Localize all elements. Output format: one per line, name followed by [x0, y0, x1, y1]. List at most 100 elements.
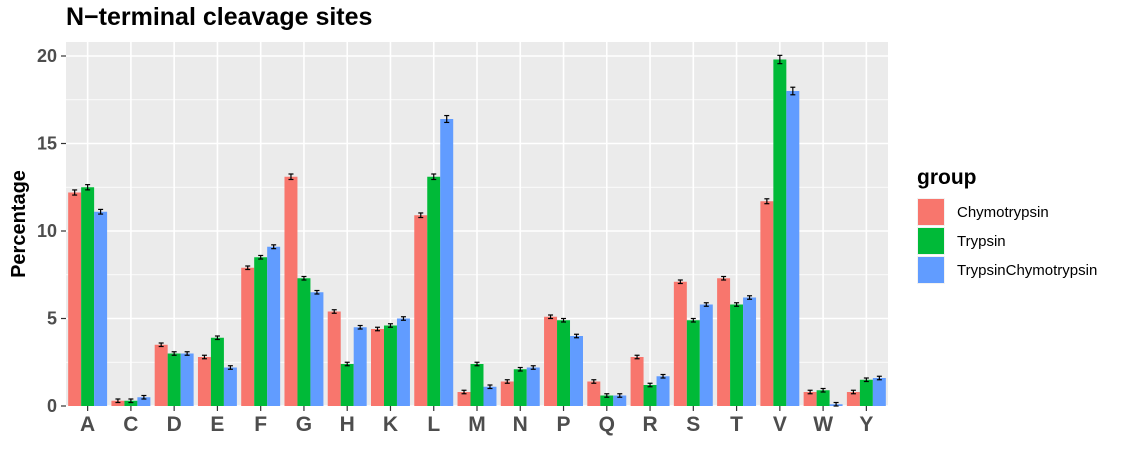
legend-key-chymotrypsin — [918, 199, 944, 225]
bar-chymotrypsin-L — [414, 215, 428, 406]
bar-trypsin-K — [383, 325, 397, 406]
bar-chymotrypsin-P — [544, 316, 558, 406]
error-bar — [374, 326, 380, 332]
bar-chymotrypsin-Q — [587, 381, 601, 406]
error-bar — [561, 317, 567, 323]
bar-chymotrypsin-S — [673, 281, 687, 406]
x-tick-label: L — [427, 413, 440, 436]
bar-chymotrypsin-H — [327, 311, 341, 406]
error-bar — [387, 323, 393, 328]
error-bar — [721, 275, 727, 281]
error-bar — [245, 265, 251, 271]
error-bar — [314, 289, 320, 295]
bar-trypsin-P — [557, 320, 571, 406]
bar-trypsinchymotrypsin-Y — [872, 378, 886, 406]
error-bar — [331, 309, 337, 314]
bar-trypsinchymotrypsin-S — [699, 304, 713, 406]
bar-trypsin-V — [773, 59, 787, 406]
bar-trypsinchymotrypsin-C — [137, 397, 151, 406]
error-bar — [271, 244, 277, 250]
x-tick-label: C — [123, 413, 138, 436]
x-tick-label: T — [730, 413, 743, 436]
y-tick-label: 15 — [37, 134, 57, 154]
x-tick-label: S — [686, 413, 700, 436]
x-tick-label: H — [340, 413, 355, 436]
error-bar — [690, 317, 696, 323]
error-bar — [660, 373, 666, 379]
bar-trypsin-Q — [600, 395, 614, 406]
error-bar — [301, 275, 307, 281]
x-tick-label: N — [513, 413, 528, 436]
error-bar — [548, 314, 554, 320]
error-bar — [734, 302, 740, 307]
x-tick-label: G — [296, 413, 312, 436]
error-bar — [357, 324, 363, 330]
bar-trypsin-R — [643, 385, 657, 406]
y-tick-label: 0 — [47, 396, 57, 416]
bar-trypsin-H — [340, 364, 354, 406]
error-bar — [400, 316, 406, 321]
bar-chymotrypsin-A — [68, 192, 82, 406]
error-bar — [72, 189, 78, 196]
bar-trypsinchymotrypsin-H — [353, 327, 367, 406]
x-tick-label: Y — [859, 413, 873, 436]
error-bar — [487, 384, 493, 390]
bar-chymotrypsin-W — [803, 392, 817, 406]
error-bar — [158, 342, 164, 348]
bar-chymotrypsin-D — [154, 344, 168, 406]
y-axis: 0 5 10 15 20 — [37, 46, 66, 416]
bar-trypsin-T — [730, 304, 744, 406]
bar-chymotrypsin-C — [111, 400, 125, 406]
x-tick-label: W — [813, 413, 833, 436]
x-tick-label: D — [167, 413, 182, 436]
bar-trypsin-C — [124, 400, 138, 406]
bar-trypsin-A — [81, 187, 95, 406]
legend-key-trypsin — [918, 228, 944, 254]
x-tick-label: K — [383, 413, 398, 436]
error-bar — [184, 351, 190, 356]
bar-trypsinchymotrypsin-M — [483, 386, 497, 406]
bar-chymotrypsin-G — [284, 176, 298, 406]
bars — [68, 59, 886, 406]
error-bars — [72, 54, 882, 407]
error-bar — [517, 366, 523, 372]
y-tick-label: 20 — [37, 46, 57, 66]
error-bar — [418, 212, 424, 219]
error-bar — [833, 401, 839, 407]
error-bar — [141, 394, 147, 400]
bar-trypsin-G — [297, 278, 311, 406]
x-tick-label: V — [773, 413, 787, 436]
bar-trypsinchymotrypsin-L — [440, 119, 454, 406]
bar-chymotrypsin-F — [241, 267, 255, 406]
bar-trypsinchymotrypsin-K — [396, 318, 410, 406]
y-tick-label: 5 — [47, 309, 57, 329]
bar-trypsin-M — [470, 364, 484, 406]
bar-trypsinchymotrypsin-E — [223, 367, 237, 406]
bar-chymotrypsin-V — [760, 201, 774, 406]
error-bar — [504, 379, 510, 384]
error-bar — [820, 387, 826, 393]
error-bar — [591, 379, 597, 384]
error-bar — [647, 382, 653, 388]
error-bar — [617, 393, 623, 398]
legend-key-trypsinchymotrypsin — [918, 257, 944, 283]
bar-trypsin-Y — [859, 379, 873, 406]
error-bar — [201, 354, 207, 360]
bar-trypsinchymotrypsin-G — [310, 292, 324, 406]
error-bar — [171, 351, 177, 356]
bar-trypsinchymotrypsin-A — [94, 211, 108, 406]
bar-chymotrypsin-K — [371, 329, 384, 406]
error-bar — [85, 184, 91, 191]
x-tick-label: P — [557, 413, 571, 436]
bar-trypsin-N — [513, 369, 527, 406]
bar-trypsinchymotrypsin-P — [570, 336, 583, 406]
x-tick-label: A — [80, 413, 95, 436]
error-bar — [574, 333, 580, 339]
legend: group Chymotrypsin Trypsin TrypsinChymotry… — [917, 166, 1097, 284]
error-bar — [98, 208, 104, 215]
error-bar — [227, 365, 233, 370]
error-bar — [461, 389, 467, 395]
error-bar — [634, 354, 640, 360]
error-bar — [604, 393, 610, 398]
